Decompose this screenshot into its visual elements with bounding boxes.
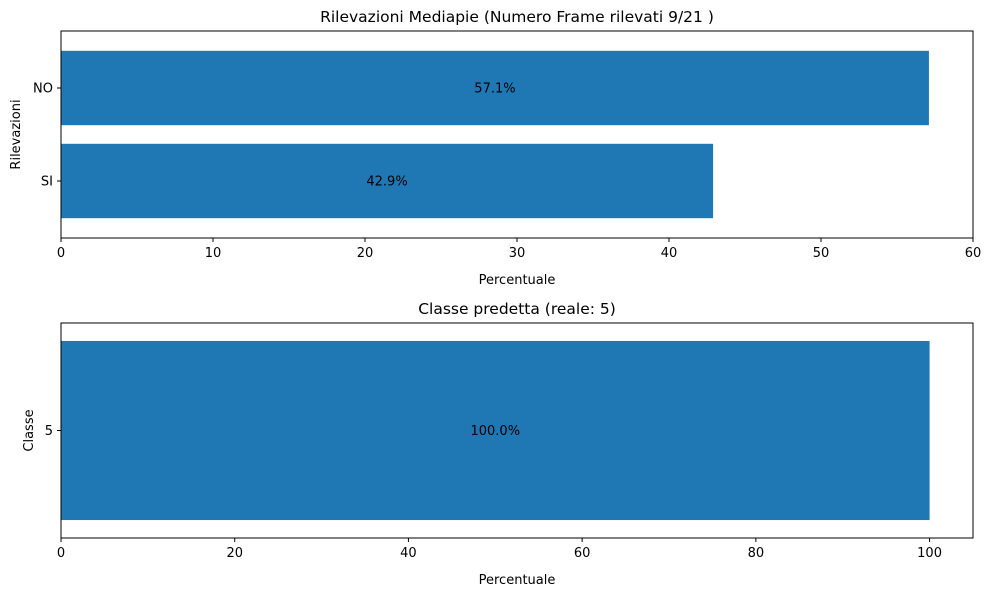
xtick-label: 30	[509, 246, 526, 261]
data-label-si: 42.9%	[366, 175, 407, 190]
chart-title: Rilevazioni Mediapie (Numero Frame rilev…	[320, 8, 714, 26]
bar-no	[61, 50, 929, 126]
ytick-label: SI	[41, 175, 53, 190]
ytick-label: NO	[33, 82, 53, 97]
xtick-label: 10	[205, 246, 222, 261]
bar-5	[61, 340, 930, 521]
xtick-label: 50	[813, 246, 830, 261]
xtick-label: 0	[57, 546, 65, 561]
data-label-5: 100.0%	[470, 424, 520, 439]
xtick-label: 20	[226, 546, 243, 561]
x-axis-label: Percentuale	[479, 573, 556, 588]
xtick-label: 80	[748, 546, 765, 561]
y-axis-label: Classe	[22, 409, 37, 451]
xtick-label: 20	[357, 246, 374, 261]
xtick-label: 60	[574, 546, 591, 561]
xtick-label: 100	[917, 546, 942, 561]
axes-frame	[60, 322, 974, 539]
chart-title: Classe predetta (reale: 5)	[418, 300, 616, 318]
data-label-no: 57.1%	[474, 82, 515, 97]
y-axis-label: Rilevazioni	[9, 99, 24, 169]
xtick-label: 40	[400, 546, 417, 561]
x-axis-label: Percentuale	[479, 273, 556, 288]
ytick-label: 5	[45, 424, 53, 439]
xtick-label: 60	[965, 246, 982, 261]
bar-si	[61, 143, 714, 219]
xtick-label: 40	[661, 246, 678, 261]
xtick-label: 0	[57, 246, 65, 261]
